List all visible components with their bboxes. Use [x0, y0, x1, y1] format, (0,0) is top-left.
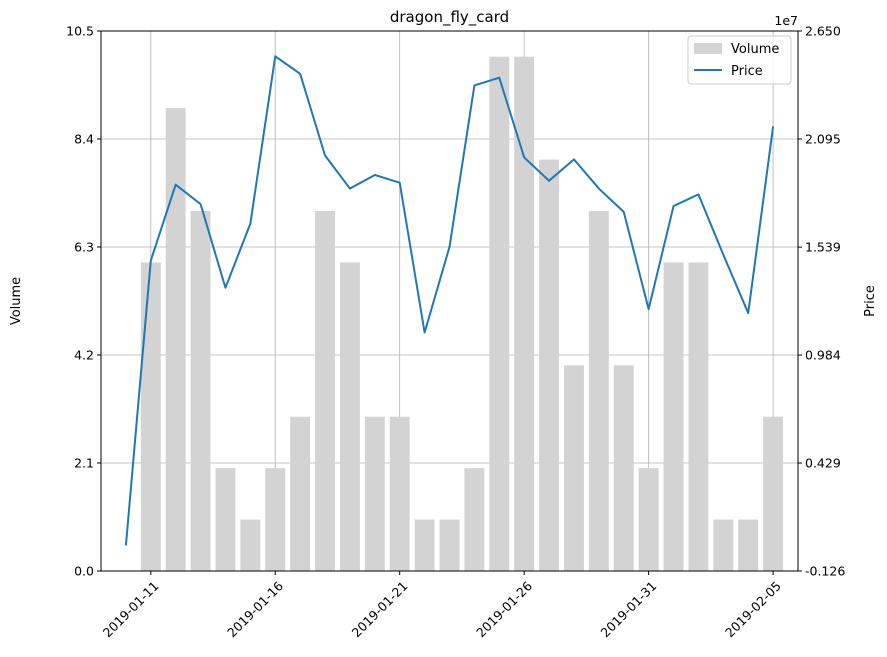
left-y-tick-label: 2.1 — [74, 456, 94, 471]
right-y-tick-label: 2.095 — [805, 131, 841, 146]
legend-label-price: Price — [731, 64, 763, 79]
x-tick-label: 2019-02-05 — [722, 578, 784, 640]
volume-bar — [439, 519, 460, 571]
right-y-tick-label: -0.126 — [805, 564, 845, 579]
plot-frame — [100, 30, 799, 572]
left-y-tick-label: 8.4 — [74, 132, 94, 147]
price-line — [124, 55, 775, 546]
volume-bar — [663, 262, 684, 571]
right-y-tick-label: 0.984 — [805, 348, 841, 363]
x-tick-label: 2019-01-21 — [349, 578, 411, 640]
volume-bar — [265, 468, 286, 571]
volume-bar — [638, 468, 659, 571]
volume-bar — [389, 416, 410, 571]
x-tick-label: 2019-01-16 — [224, 578, 286, 640]
left-y-tick-label: 0.0 — [74, 564, 94, 579]
volume-bar — [763, 416, 784, 571]
right-y-axis: -0.126 0.429 0.984 1.539 2.095 2.650 — [798, 24, 845, 579]
right-y-tick-label: 1.539 — [805, 240, 841, 255]
volume-bar — [738, 519, 759, 571]
volume-bar — [339, 262, 360, 571]
right-y-tick-label: 0.429 — [805, 456, 841, 471]
volume-bar — [140, 262, 161, 571]
volume-bar — [588, 211, 609, 571]
volume-bars — [140, 56, 784, 572]
x-tick-label: 2019-01-26 — [473, 578, 535, 640]
legend-swatch-volume — [694, 43, 722, 54]
left-y-axis: 0.0 2.1 4.2 6.3 8.4 10.5 — [66, 24, 101, 579]
x-axis: 2019-01-11 2019-01-16 2019-01-21 2019-01-26… — [100, 571, 784, 640]
left-y-tick-label: 10.5 — [66, 24, 94, 39]
volume-bar — [240, 519, 261, 571]
volume-bar — [713, 519, 734, 571]
volume-bar — [364, 416, 385, 571]
x-tick-label: 2019-01-11 — [100, 578, 162, 640]
left-y-tick-label: 4.2 — [74, 348, 94, 363]
volume-bar — [514, 56, 535, 571]
volume-bar — [489, 56, 510, 571]
volume-bar — [564, 365, 584, 571]
volume-bar — [190, 211, 211, 571]
x-tick-label: 2019-01-31 — [598, 578, 660, 640]
volume-bar — [688, 262, 709, 571]
legend-label-volume: Volume — [731, 42, 779, 57]
volume-bar — [165, 108, 186, 572]
chart-title: dragon_fly_card — [390, 8, 509, 27]
left-y-tick-label: 6.3 — [74, 240, 94, 255]
left-y-axis-title: Volume — [9, 277, 24, 325]
volume-bar — [315, 211, 335, 571]
volume-bar — [613, 365, 634, 571]
right-y-axis-title: Price — [863, 285, 878, 317]
right-y-tick-label: 2.650 — [805, 24, 841, 39]
legend: Volume Price — [687, 35, 792, 85]
volume-bar — [215, 468, 236, 571]
volume-bar — [290, 416, 311, 571]
volume-bar — [464, 468, 485, 571]
volume-bar — [539, 159, 560, 572]
right-y-axis-offset-label: 1e7 — [774, 13, 798, 28]
volume-bar — [414, 519, 435, 571]
